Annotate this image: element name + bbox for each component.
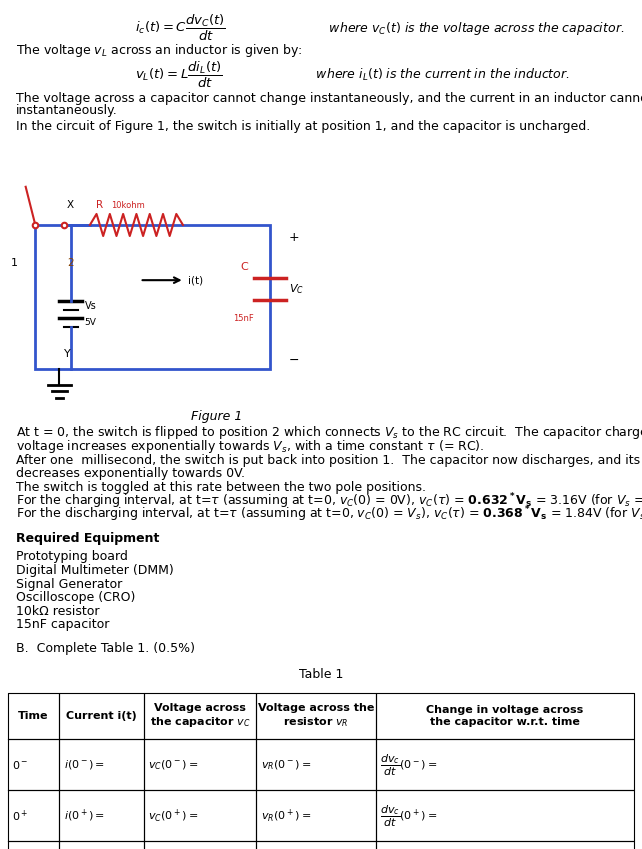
Text: Change in voltage across
the capacitor w.r.t. time: Change in voltage across the capacitor w… (426, 706, 584, 727)
Text: $v_C(0^+)=$: $v_C(0^+)=$ (148, 807, 198, 824)
Text: $v_L(t)=L\dfrac{di_L(t)}{dt}$: $v_L(t)=L\dfrac{di_L(t)}{dt}$ (135, 59, 223, 90)
Text: Oscilloscope (CRO): Oscilloscope (CRO) (16, 591, 135, 604)
Text: 10kΩ resistor: 10kΩ resistor (16, 604, 100, 618)
Text: $v_C(0^-)=$: $v_C(0^-)=$ (148, 758, 198, 772)
Text: −: − (289, 354, 299, 368)
Text: $i(0^+)=$: $i(0^+)=$ (64, 807, 105, 824)
Text: 1: 1 (12, 258, 18, 268)
Text: $\dfrac{dv_c}{dt}(0^+)=$: $\dfrac{dv_c}{dt}(0^+)=$ (380, 803, 438, 829)
Text: Time: Time (18, 711, 49, 721)
Text: $0^-$: $0^-$ (12, 759, 28, 771)
Text: Voltage across
the capacitor $v_C$: Voltage across the capacitor $v_C$ (150, 703, 250, 729)
Text: X: X (67, 200, 74, 210)
Text: $\dfrac{dv_c}{dt}(0^-)=$: $\dfrac{dv_c}{dt}(0^-)=$ (380, 752, 438, 778)
Text: 15nF capacitor: 15nF capacitor (16, 618, 109, 632)
Text: 15nF: 15nF (234, 314, 254, 323)
Text: decreases exponentially towards 0V.: decreases exponentially towards 0V. (16, 467, 245, 481)
Text: Prototyping board: Prototyping board (16, 550, 128, 564)
Text: At t = 0, the switch is flipped to position 2 which connects $V_s$ to the RC cir: At t = 0, the switch is flipped to posit… (16, 424, 642, 441)
Text: The switch is toggled at this rate between the two pole positions.: The switch is toggled at this rate betwe… (16, 481, 426, 494)
Text: Required Equipment: Required Equipment (16, 531, 159, 545)
Text: 2: 2 (67, 258, 74, 268)
Text: Y: Y (64, 349, 71, 359)
Text: $v_R(0^-)=$: $v_R(0^-)=$ (261, 758, 311, 772)
Text: Voltage across the
resistor $v_R$: Voltage across the resistor $v_R$ (258, 703, 374, 729)
Text: Table 1: Table 1 (299, 667, 343, 681)
Text: Current i(t): Current i(t) (66, 711, 137, 721)
Text: 5V: 5V (85, 318, 96, 327)
Text: voltage increases exponentially towards $V_s$, with a time constant $\tau$ (= RC: voltage increases exponentially towards … (16, 438, 485, 455)
Text: For the charging interval, at t=$\tau$ (assuming at t=0, $v_C(0)$ = 0V), $v_C(\t: For the charging interval, at t=$\tau$ (… (16, 491, 642, 511)
Text: +: + (289, 231, 300, 245)
Text: 10kohm: 10kohm (112, 200, 145, 210)
Text: Signal Generator: Signal Generator (16, 577, 122, 591)
Bar (35, 225, 270, 369)
Text: instantaneously.: instantaneously. (16, 104, 117, 117)
Text: $i_c(t)=C\dfrac{dv_C(t)}{dt}$: $i_c(t)=C\dfrac{dv_C(t)}{dt}$ (135, 13, 225, 43)
Text: where $v_C(t)$ is the voltage across the capacitor.: where $v_C(t)$ is the voltage across the… (321, 20, 625, 37)
Text: The voltage across a capacitor cannot change instantaneously, and the current in: The voltage across a capacitor cannot ch… (16, 92, 642, 105)
Text: $i(0^-)=$: $i(0^-)=$ (64, 758, 105, 772)
Text: $V_C$: $V_C$ (289, 282, 304, 295)
Text: For the discharging interval, at t=$\tau$ (assuming at t=0, $v_C(0)$ = $V_s$), $: For the discharging interval, at t=$\tau… (16, 504, 642, 525)
Text: B.  Complete Table 1. (0.5%): B. Complete Table 1. (0.5%) (16, 642, 195, 655)
Text: i(t): i(t) (187, 275, 203, 285)
Text: After one  millisecond, the switch is put back into position 1.  The capacitor n: After one millisecond, the switch is put… (16, 453, 642, 467)
Text: The voltage $v_L$ across an inductor is given by:: The voltage $v_L$ across an inductor is … (16, 42, 302, 59)
Text: R: R (96, 200, 103, 210)
Text: Digital Multimeter (DMM): Digital Multimeter (DMM) (16, 564, 174, 577)
Text: Figure 1: Figure 1 (191, 409, 243, 423)
Text: Vs: Vs (85, 301, 96, 311)
Text: $0^+$: $0^+$ (12, 808, 28, 824)
Text: where $i_L(t)$ is the current in the inductor.: where $i_L(t)$ is the current in the ind… (308, 67, 570, 82)
Text: C: C (240, 262, 248, 273)
Text: In the circuit of Figure 1, the switch is initially at position 1, and the capac: In the circuit of Figure 1, the switch i… (16, 120, 590, 133)
Text: $v_R(0^+)=$: $v_R(0^+)=$ (261, 807, 311, 824)
